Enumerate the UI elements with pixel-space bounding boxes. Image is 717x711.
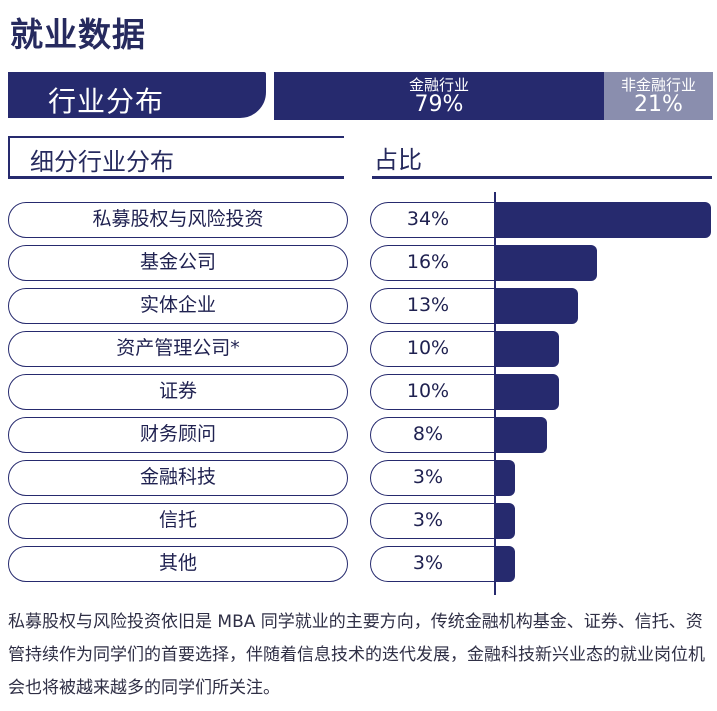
category-label: 基金公司: [8, 245, 348, 281]
category-label: 私募股权与风险投资: [8, 202, 348, 238]
bar: [496, 374, 559, 410]
value-label: 3%: [370, 503, 495, 539]
financial-segment: 金融行业 79%: [274, 72, 604, 120]
financial-segment-name: 金融行业: [408, 76, 469, 94]
value-label: 10%: [370, 331, 495, 367]
industry-distribution-bar: 行业分布 金融行业 79% 非金融行业 21%: [8, 72, 713, 120]
bar: [496, 546, 515, 582]
category-label: 财务顾问: [8, 417, 348, 453]
sub-industry-header: 细分行业分布: [8, 136, 344, 179]
bar: [496, 245, 597, 281]
category-label: 证券: [8, 374, 348, 410]
non-financial-segment-name: 非金融行业: [620, 76, 696, 94]
industry-label-box: 行业分布: [8, 72, 266, 118]
bar: [496, 288, 578, 324]
chart-axis-line: [494, 192, 496, 595]
share-header-label: 占比: [374, 146, 422, 174]
value-label: 3%: [370, 460, 495, 496]
non-financial-segment: 非金融行业 21%: [604, 72, 713, 120]
bar: [496, 202, 711, 238]
bar: [496, 503, 515, 539]
bar: [496, 417, 547, 453]
non-financial-segment-value: 21%: [634, 92, 683, 117]
bar: [496, 460, 515, 496]
bar: [496, 331, 559, 367]
category-label: 金融科技: [8, 460, 348, 496]
sub-industry-header-label: 细分行业分布: [30, 148, 174, 176]
category-label: 资产管理公司*: [8, 331, 348, 367]
share-header: 占比: [372, 136, 712, 179]
financial-segment-value: 79%: [414, 92, 464, 117]
value-label: 34%: [370, 202, 495, 238]
value-label: 8%: [370, 417, 495, 453]
industry-label: 行业分布: [48, 85, 165, 118]
value-label: 16%: [370, 245, 495, 281]
category-label: 其他: [8, 546, 348, 582]
value-label: 13%: [370, 288, 495, 324]
value-label: 10%: [370, 374, 495, 410]
page-title: 就业数据: [10, 15, 146, 54]
caption-text: 私募股权与风险投资依旧是 MBA 同学就业的主要方向，传统金融机构基金、证券、信…: [8, 612, 705, 698]
value-label: 3%: [370, 546, 495, 582]
category-label: 实体企业: [8, 288, 348, 324]
category-label: 信托: [8, 503, 348, 539]
